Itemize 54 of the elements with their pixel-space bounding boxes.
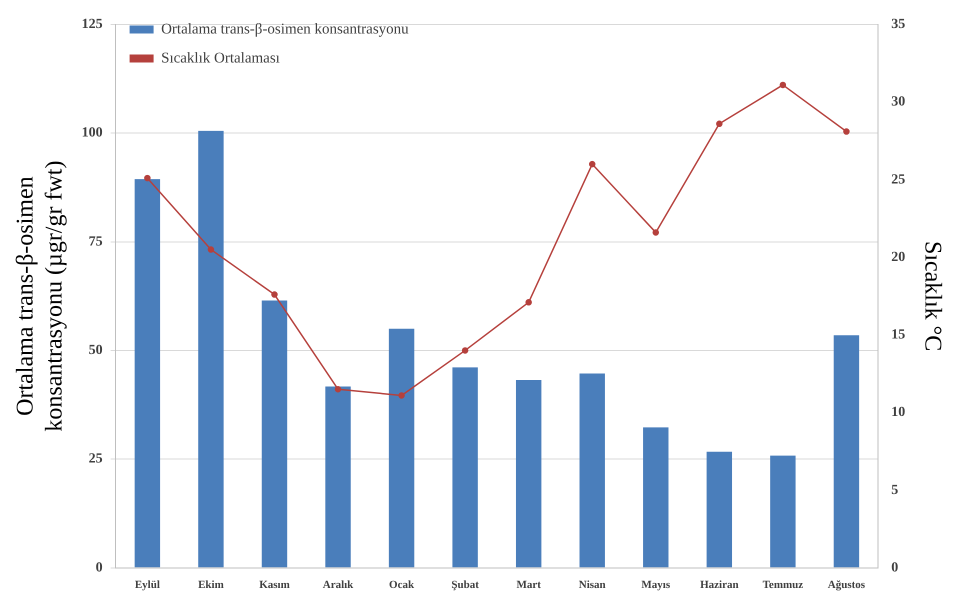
point [588, 160, 596, 168]
y-tick-label: 0 [96, 560, 103, 576]
x-tick-label: Eylül [134, 579, 160, 592]
y-tick-label: 25 [88, 452, 103, 467]
y2-tick-label: 10 [891, 405, 906, 420]
point [144, 174, 151, 182]
point [398, 392, 405, 399]
bar [770, 456, 796, 568]
legend-label: Ortalama trans-β-osimen konsantrasyonu [161, 21, 410, 38]
x-tick-label: Kasım [259, 579, 290, 592]
bar [834, 335, 860, 568]
point [462, 347, 468, 354]
x-tick-label: Ocak [389, 579, 415, 592]
y-tick-label: 75 [88, 234, 103, 250]
bar [198, 130, 224, 568]
x-tick-label: Ekim [198, 579, 224, 592]
bar [452, 367, 478, 568]
bar [388, 328, 414, 568]
bar [262, 300, 288, 568]
bar [516, 380, 542, 568]
y2-axis-title: Sıcaklık °C [919, 240, 946, 352]
y2-tick-label: 25 [891, 172, 906, 188]
bar [325, 386, 351, 568]
x-tick-label: Mart [516, 579, 542, 592]
y2-tick-label: 0 [891, 560, 898, 576]
x-tick-label: Mayıs [641, 579, 671, 592]
x-tick-label: Temmuz [762, 579, 804, 592]
bar [643, 427, 668, 568]
y2-tick-label: 35 [891, 17, 906, 32]
x-tick-label: Aralık [322, 579, 354, 592]
point [334, 386, 342, 393]
point [843, 128, 850, 135]
y2-tick-label: 5 [891, 482, 898, 498]
x-tick-label: Ağustos [828, 579, 866, 592]
y-tick-label: 50 [88, 343, 103, 358]
point [652, 229, 660, 236]
point [780, 82, 786, 88]
x-tick-label: Nisan [578, 579, 606, 592]
point [208, 246, 214, 253]
point [271, 291, 278, 298]
y-tick-label: 100 [82, 126, 103, 141]
bar [134, 179, 160, 568]
y2-tick-label: 15 [891, 328, 906, 343]
bar [580, 373, 605, 568]
x-tick-label: Haziran [700, 579, 739, 592]
y2-tick-label: 30 [891, 94, 906, 110]
point [716, 120, 723, 128]
x-tick-label: Şubat [451, 579, 480, 592]
y2-tick-label: 20 [891, 250, 906, 265]
point [525, 299, 532, 306]
legend-label: Sıcaklık Ortalaması [161, 50, 280, 66]
y-tick-label: 125 [82, 17, 103, 32]
y-axis-title: Ortalama trans-β-osimen konsantrasyonu (µgr/gr fwt) [12, 160, 68, 432]
bar [706, 452, 732, 568]
